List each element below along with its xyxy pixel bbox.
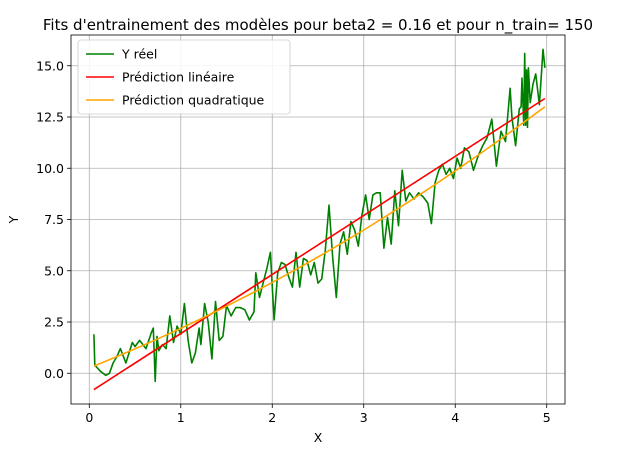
y-tick-label: 5.0 [44, 263, 64, 278]
x-axis-label: X [314, 430, 323, 445]
series-line-2 [93, 106, 546, 367]
y-tick-label: 7.5 [44, 212, 64, 227]
series-line-0 [93, 48, 546, 383]
legend: Y réel Prédiction linéaire Prédiction quad… [77, 39, 291, 115]
x-tick-label: 0 [85, 410, 93, 425]
y-tick-label: 0.0 [44, 366, 64, 381]
chart-title: Fits d'entrainement des modèles pour bet… [43, 16, 593, 35]
x-tick-label: 1 [177, 410, 185, 425]
y-tick-label: 10.0 [36, 161, 64, 176]
y-axis-label: Y [6, 215, 21, 224]
series-line-1 [93, 97, 546, 391]
x-tick-label: 3 [360, 410, 368, 425]
y-tick-label: 15.0 [36, 58, 64, 73]
x-tick-label: 4 [451, 410, 459, 425]
y-tick-label: 2.5 [44, 315, 64, 330]
y-axis-ticks: 0.0 2.5 5.0 7.5 10.0 12.5 15.0 [36, 58, 71, 381]
legend-box [77, 39, 291, 115]
legend-entry-label: Y réel [121, 47, 157, 62]
legend-entry-label: Prédiction linéaire [122, 70, 235, 85]
plot-series [93, 48, 546, 391]
x-tick-label: 5 [543, 410, 551, 425]
x-axis-ticks: 0 1 2 3 4 5 [85, 404, 551, 425]
x-tick-label: 2 [268, 410, 276, 425]
y-tick-label: 12.5 [36, 110, 64, 125]
legend-entry-label: Prédiction quadratique [122, 93, 265, 108]
